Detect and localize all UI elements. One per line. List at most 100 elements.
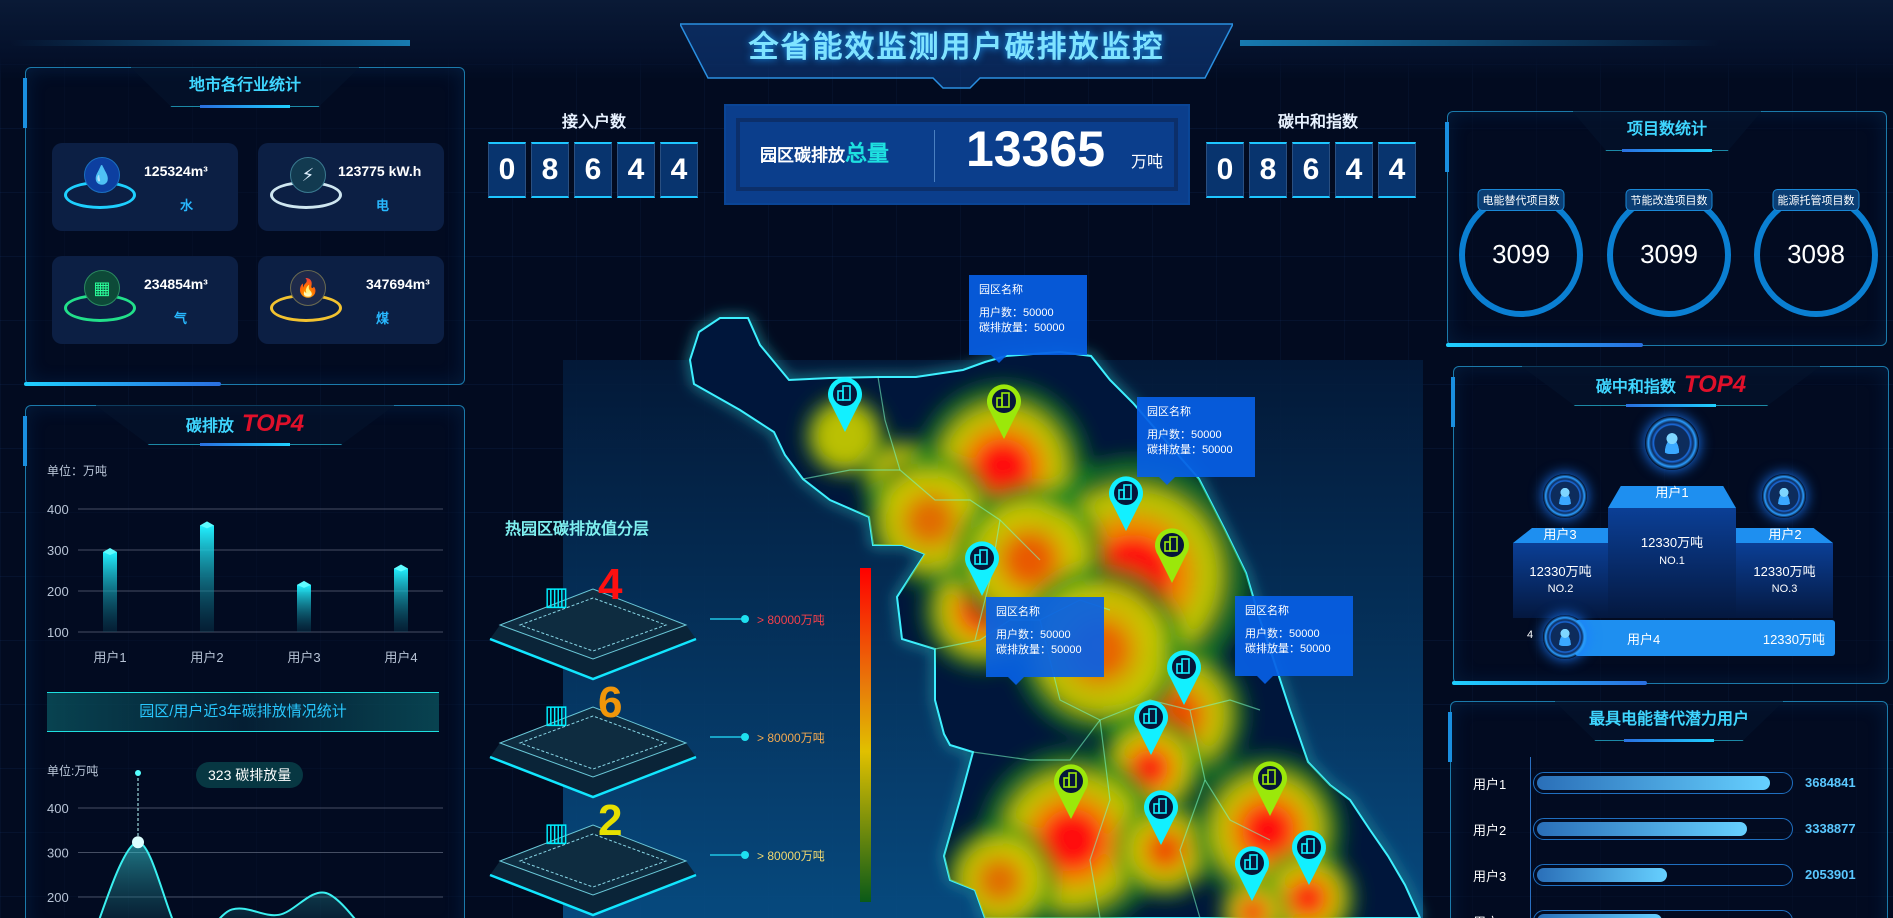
neutral-index-digits: 0 8 6 4 4	[1206, 142, 1416, 198]
potential-bar-fill	[1537, 776, 1770, 790]
park-marker-pin-icon[interactable]	[1167, 650, 1201, 705]
potential-bar[interactable]	[1533, 818, 1793, 840]
industry-card-coal[interactable]: 🔥 347694m³ 煤	[258, 256, 444, 344]
project-circle[interactable]: 电能替代项目数 3099	[1459, 189, 1583, 317]
park-marker-pin-icon[interactable]	[986, 384, 1022, 439]
y-tick-label: 400	[47, 801, 69, 816]
layer-platform	[489, 588, 749, 681]
avatar-icon	[1762, 474, 1806, 518]
avatar-icon	[1645, 416, 1699, 470]
neutral-index-label: 碳中和指数	[1278, 114, 1359, 131]
podium-rank: NO.3	[1771, 583, 1798, 595]
park-marker-pin-icon[interactable]	[1155, 528, 1189, 583]
potential-value: 3338877	[1805, 821, 1856, 836]
highlight-point	[132, 836, 144, 849]
industry-label: 煤	[376, 311, 390, 326]
potential-bar[interactable]	[1533, 772, 1793, 794]
y-tick-label: 400	[47, 502, 69, 517]
park-markers[interactable]	[828, 377, 1326, 901]
left-charts: 100 200 300 400 用户1 用户2 用户3 用户4 200 300 400	[47, 502, 443, 918]
layer-range: > 80000万吨	[757, 849, 825, 863]
park-marker-pin-icon[interactable]	[1292, 830, 1326, 885]
podium-top	[1513, 528, 1608, 543]
building-icon: ▥	[544, 699, 569, 729]
heat-spot	[1004, 534, 1056, 586]
bar-cap	[103, 548, 117, 556]
divider	[934, 130, 935, 182]
layer-platform	[489, 706, 749, 799]
park-marker-pin-icon[interactable]	[1253, 761, 1288, 816]
digit: 4	[1378, 142, 1416, 198]
potential-bar[interactable]	[1533, 864, 1793, 886]
y-tick-label: 100	[47, 625, 69, 640]
bar	[103, 552, 117, 632]
industry-card-water[interactable]: 💧 125324m³ 水	[52, 143, 238, 231]
header-deco-right	[1240, 40, 1720, 46]
podium-name: 用户1	[1655, 485, 1689, 500]
title-frame	[680, 23, 1233, 89]
park-marker-pin-icon[interactable]	[1235, 846, 1269, 901]
project-circle[interactable]: 能源托管项目数 3098	[1754, 189, 1878, 317]
potential-user-name: 用户2	[1473, 823, 1507, 838]
x-tick-label: 用户4	[384, 650, 417, 665]
digit: 4	[660, 142, 698, 198]
heat-spot	[1291, 881, 1325, 915]
bar-unit-label: 单位：万吨	[47, 464, 108, 478]
project-value: 3098	[1787, 239, 1845, 269]
potential-bar[interactable]	[1533, 910, 1793, 918]
users-count-digits: 0 8 6 4 4	[488, 142, 698, 198]
tooltip-users: 用户数：50000	[996, 629, 1071, 641]
tooltip-users: 用户数：50000	[1245, 628, 1320, 640]
project-value: 3099	[1640, 239, 1698, 269]
industry-label: 水	[180, 198, 194, 213]
podium-value: 12330万吨	[1753, 564, 1816, 579]
y-tick-label: 300	[47, 846, 69, 861]
bar-cap	[394, 564, 408, 572]
park-marker-pin-icon[interactable]	[1054, 764, 1088, 819]
park-tooltip: 园区名称 用户数：50000 碳排放量：50000	[986, 597, 1104, 685]
podium-third[interactable]: 12330万吨 NO.3	[1736, 543, 1833, 618]
tooltip-title: 园区名称	[979, 284, 1023, 296]
digit: 6	[574, 142, 612, 198]
layer-range: > 80000万吨	[757, 613, 825, 627]
bar-axis	[1530, 757, 1531, 918]
podium-value: 12330万吨	[1640, 535, 1704, 550]
park-marker-pin-icon[interactable]	[1144, 790, 1178, 845]
industry-card-gas[interactable]: ▦ 234854m³ 气	[52, 256, 238, 344]
potential-bar-fill	[1537, 868, 1667, 882]
potential-bar-fill	[1537, 914, 1662, 918]
potential-user-name: 用户4	[1473, 912, 1506, 918]
digit: 0	[488, 142, 526, 198]
fourth-row[interactable]: 用户4 12330万吨	[1575, 620, 1835, 656]
layers-title: 热园区碳排放值分层	[505, 521, 650, 538]
podium-first[interactable]: 12330万吨 NO.1	[1608, 508, 1736, 618]
park-marker-pin-icon[interactable]	[1109, 476, 1143, 531]
podium-second[interactable]: 12330万吨 NO.2	[1513, 543, 1608, 618]
bar	[394, 568, 408, 632]
potential-bar-fill	[1537, 822, 1747, 836]
panel-title: 项目数统计	[1572, 111, 1762, 151]
top4-badge: TOP4	[1683, 371, 1747, 398]
fourth-value: 12330万吨	[1762, 632, 1825, 647]
potential-users-panel: 最具电能替代潜力用户	[1448, 701, 1888, 918]
industry-card-electricity[interactable]: ⚡ 123775 kW.h 电	[258, 143, 444, 231]
potential-user-name: 用户1	[1473, 777, 1507, 792]
total-label-b: 总量	[845, 141, 890, 166]
avatar-icon	[1543, 615, 1587, 659]
podium-value: 12330万吨	[1529, 564, 1592, 579]
park-marker-pin-icon[interactable]	[965, 541, 999, 596]
bar-cap	[297, 580, 311, 588]
park-tooltip: 园区名称 用户数：50000 碳排放量：50000	[1235, 596, 1353, 684]
layer-count: 2	[598, 796, 623, 845]
park-marker-pin-icon[interactable]	[828, 377, 862, 432]
heat-spot	[907, 497, 953, 543]
park-tooltip: 园区名称 用户数：50000 碳排放量：50000	[1137, 397, 1255, 485]
top4-badge: TOP4	[241, 410, 305, 437]
podium-name: 用户3	[1543, 527, 1577, 542]
total-emission-value: 13365	[966, 121, 1106, 177]
panel-title-text: 碳中和指数	[1595, 379, 1676, 396]
highlight-dot	[135, 770, 141, 776]
project-circle[interactable]: 节能改造项目数 3099	[1607, 189, 1731, 317]
project-label: 电能替代项目数	[1477, 189, 1565, 211]
park-marker-pin-icon[interactable]	[1134, 700, 1169, 755]
